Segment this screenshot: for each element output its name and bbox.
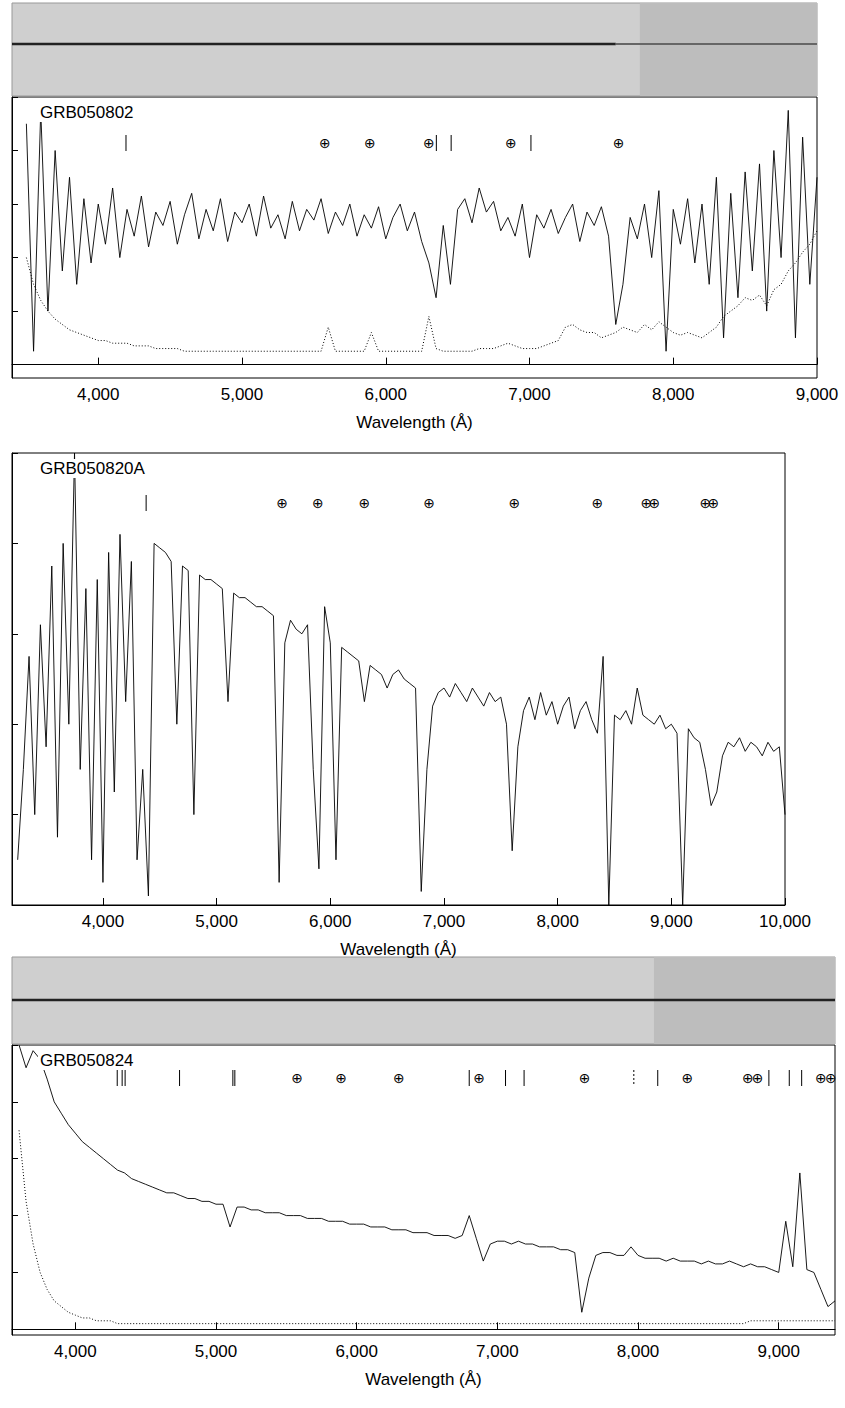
svg-text:8,000: 8,000 <box>652 385 695 404</box>
svg-text:Wavelength (Å): Wavelength (Å) <box>340 940 457 959</box>
svg-text:Wavelength (Å): Wavelength (Å) <box>356 413 473 432</box>
svg-text:GRB050802: GRB050802 <box>40 103 134 122</box>
svg-text:10,000: 10,000 <box>759 912 811 931</box>
svg-text:4,000: 4,000 <box>77 385 120 404</box>
svg-text:GRB050824: GRB050824 <box>40 1051 134 1070</box>
svg-text:⊕: ⊕ <box>473 1070 485 1086</box>
svg-text:⊕: ⊕ <box>505 135 517 151</box>
svg-text:⊕: ⊕ <box>291 1070 303 1086</box>
svg-text:⊕: ⊕ <box>335 1070 347 1086</box>
svg-text:⊕: ⊕ <box>648 495 660 511</box>
svg-text:6,000: 6,000 <box>364 385 407 404</box>
svg-text:5,000: 5,000 <box>195 1342 238 1361</box>
svg-text:Wavelength (Å): Wavelength (Å) <box>365 1370 482 1389</box>
svg-text:⊕: ⊕ <box>393 1070 405 1086</box>
svg-text:9,000: 9,000 <box>650 912 693 931</box>
svg-text:6,000: 6,000 <box>335 1342 378 1361</box>
svg-text:4,000: 4,000 <box>82 912 125 931</box>
svg-text:7,000: 7,000 <box>476 1342 519 1361</box>
svg-text:⊕: ⊕ <box>708 495 720 511</box>
svg-text:9,000: 9,000 <box>796 385 839 404</box>
svg-text:9,000: 9,000 <box>757 1342 800 1361</box>
svg-text:GRB050820A: GRB050820A <box>40 459 146 478</box>
svg-text:5,000: 5,000 <box>195 912 238 931</box>
svg-text:⊕: ⊕ <box>364 135 376 151</box>
svg-text:⊕: ⊕ <box>319 135 331 151</box>
svg-text:⊕: ⊕ <box>825 1070 837 1086</box>
svg-text:⊕: ⊕ <box>681 1070 693 1086</box>
svg-text:⊕: ⊕ <box>359 495 371 511</box>
svg-text:⊕: ⊕ <box>423 135 435 151</box>
svg-text:8,000: 8,000 <box>536 912 579 931</box>
svg-text:5,000: 5,000 <box>221 385 264 404</box>
svg-text:4,000: 4,000 <box>54 1342 97 1361</box>
svg-text:7,000: 7,000 <box>508 385 551 404</box>
svg-text:⊕: ⊕ <box>613 135 625 151</box>
svg-text:⊕: ⊕ <box>592 495 604 511</box>
svg-text:⊕: ⊕ <box>752 1070 764 1086</box>
svg-text:⊕: ⊕ <box>423 495 435 511</box>
svg-text:⊕: ⊕ <box>276 495 288 511</box>
svg-text:7,000: 7,000 <box>423 912 466 931</box>
svg-text:8,000: 8,000 <box>617 1342 660 1361</box>
svg-text:⊕: ⊕ <box>579 1070 591 1086</box>
svg-text:6,000: 6,000 <box>309 912 352 931</box>
svg-text:⊕: ⊕ <box>312 495 324 511</box>
svg-text:⊕: ⊕ <box>509 495 521 511</box>
